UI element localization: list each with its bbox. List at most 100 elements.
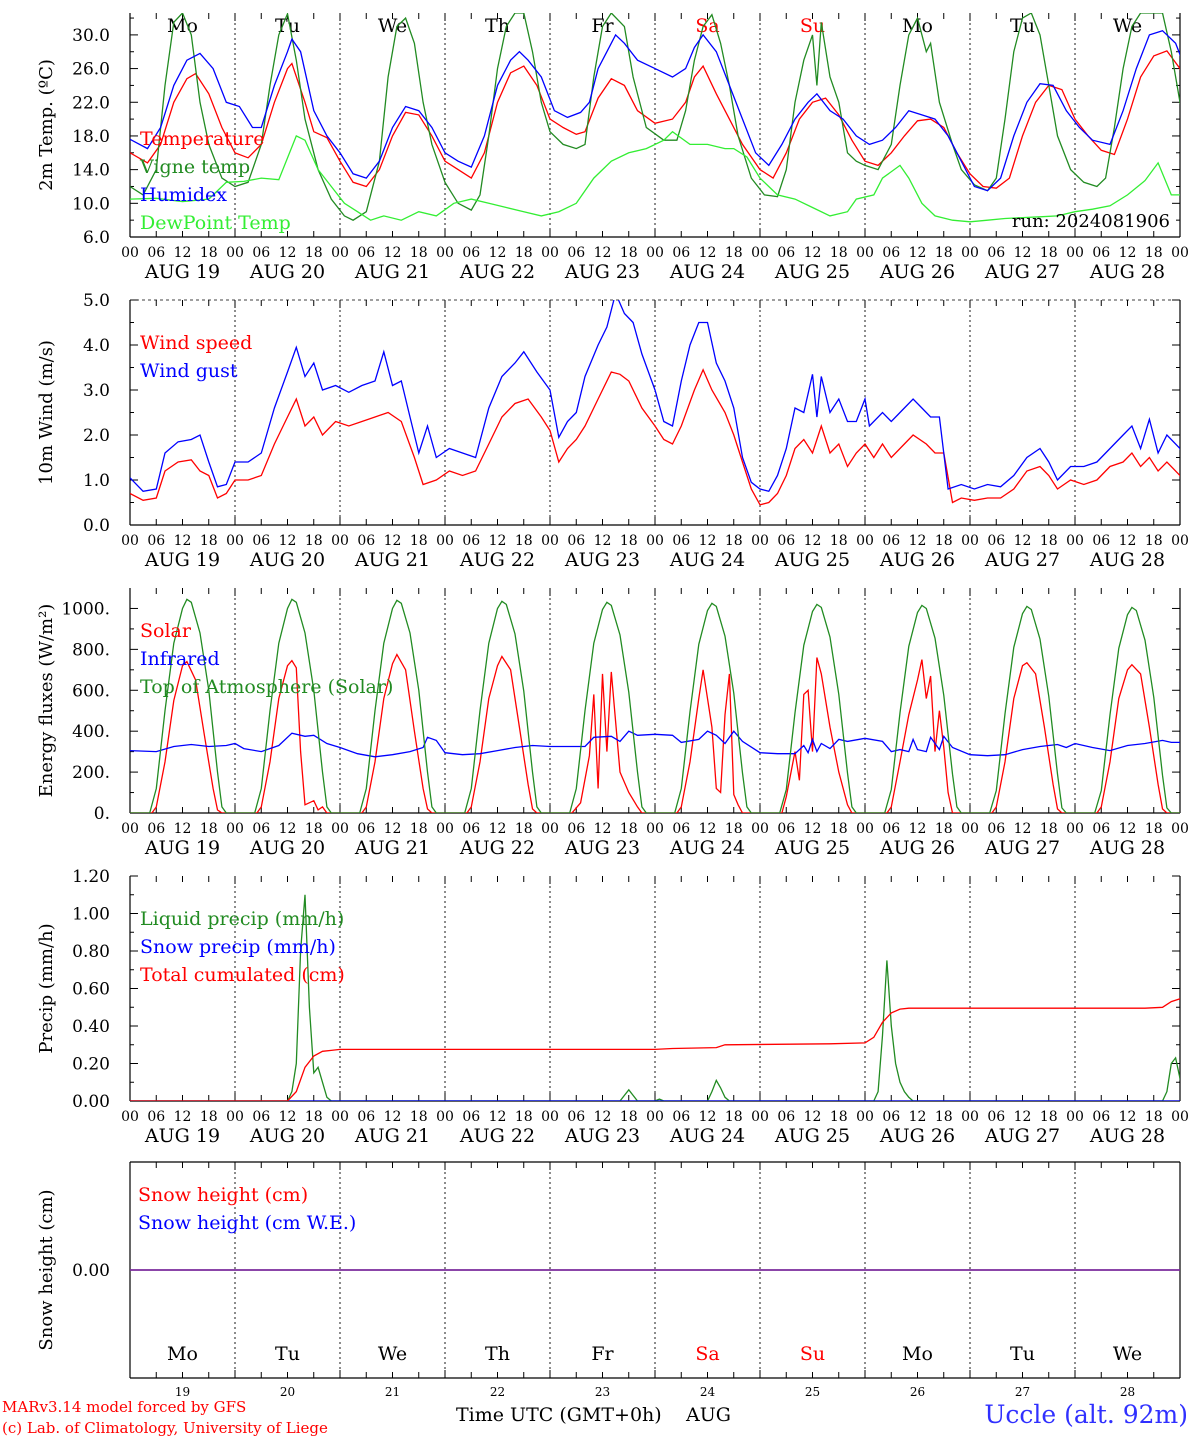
hour-label: 06 xyxy=(882,1109,900,1125)
day-number-label: 22 xyxy=(490,1385,505,1399)
y-tick-label: 1.20 xyxy=(72,867,110,887)
hour-label: 12 xyxy=(804,821,822,837)
weekday-label: Sa xyxy=(695,15,719,37)
hour-label: 06 xyxy=(672,533,690,549)
date-label: AUG 22 xyxy=(459,549,535,571)
hour-label: 06 xyxy=(987,1109,1005,1125)
y-tick-label: 0.20 xyxy=(72,1055,110,1075)
hour-label: 18 xyxy=(830,533,848,549)
hour-label: 06 xyxy=(357,821,375,837)
y-tick-label: 1.0 xyxy=(83,471,110,491)
date-label: AUG 21 xyxy=(354,1125,430,1147)
hour-label: 06 xyxy=(147,245,165,261)
panels-layer: 6.0 10.0 14.0 18.0 22.0 26.0 30.0 2m Temp. (ºC)… xyxy=(36,13,1189,1399)
hour-label: 18 xyxy=(830,821,848,837)
hour-label: 12 xyxy=(909,1109,927,1125)
y-tick-label: 0.80 xyxy=(72,942,110,962)
hour-label: 00 xyxy=(331,245,349,261)
series-line-infrared xyxy=(130,730,1180,758)
date-label: AUG 21 xyxy=(354,837,430,859)
hour-label: 06 xyxy=(147,1109,165,1125)
hour-label: 18 xyxy=(410,245,428,261)
hour-label: 12 xyxy=(804,533,822,549)
y-tick-label: 3.0 xyxy=(83,381,110,401)
hour-label: 00 xyxy=(961,245,979,261)
hour-label: 06 xyxy=(252,1109,270,1125)
hour-label: 00 xyxy=(646,533,664,549)
day-number-label: 28 xyxy=(1120,1385,1135,1399)
hour-label: 12 xyxy=(489,245,507,261)
date-label: AUG 27 xyxy=(984,1125,1060,1147)
day-number-label: 25 xyxy=(805,1385,820,1399)
hour-label: 06 xyxy=(462,821,480,837)
series-line-wind-gust xyxy=(130,300,1180,493)
hour-label: 06 xyxy=(357,1109,375,1125)
weekday-label: Su xyxy=(800,15,825,37)
weekday-label: Sa xyxy=(695,1343,719,1365)
hour-label: 18 xyxy=(935,533,953,549)
y-axis-label: 10m Wind (m/s) xyxy=(36,340,57,485)
hour-label: 12 xyxy=(909,533,927,549)
hour-label: 00 xyxy=(751,533,769,549)
hour-label: 12 xyxy=(1119,245,1137,261)
panel-3: 0. 200. 400. 600. 800. 1000.Energy fluxes (W/… xyxy=(36,588,1189,859)
hour-label: 12 xyxy=(279,245,297,261)
hour-label: 00 xyxy=(436,821,454,837)
y-tick-label: 22.0 xyxy=(72,93,110,113)
day-number-label: 21 xyxy=(385,1385,400,1399)
hour-label: 00 xyxy=(1171,1109,1189,1125)
y-tick-label: 0.40 xyxy=(72,1017,110,1037)
y-tick-label: 10.0 xyxy=(72,194,110,214)
panel-2: 0.0 1.0 2.0 3.0 4.0 5.0 10m Wind (m/s) 00 06 12 18… xyxy=(36,291,1189,571)
hour-label: 00 xyxy=(226,1109,244,1125)
weekday-label: Th xyxy=(485,15,510,37)
hour-label: 00 xyxy=(1171,533,1189,549)
hour-label: 12 xyxy=(174,821,192,837)
y-tick-label: 200. xyxy=(72,763,110,783)
hour-label: 18 xyxy=(830,245,848,261)
hour-label: 00 xyxy=(856,1109,874,1125)
date-label: AUG 28 xyxy=(1089,837,1165,859)
hour-label: 06 xyxy=(882,821,900,837)
hour-label: 12 xyxy=(699,245,717,261)
hour-label: 00 xyxy=(1066,533,1084,549)
weekday-label: We xyxy=(378,1343,407,1365)
hour-label: 06 xyxy=(672,821,690,837)
hour-label: 00 xyxy=(541,533,559,549)
panel-1: 6.0 10.0 14.0 18.0 22.0 26.0 30.0 2m Temp. (ºC)… xyxy=(36,13,1189,283)
hour-label: 06 xyxy=(462,1109,480,1125)
legend-entry: Wind speed xyxy=(140,332,252,354)
date-label: AUG 20 xyxy=(249,837,325,859)
legend-entry: Top of Atmosphere (Solar) xyxy=(140,676,393,698)
date-label: AUG 25 xyxy=(774,837,850,859)
date-label: AUG 23 xyxy=(564,261,640,283)
date-label: AUG 24 xyxy=(669,837,745,859)
date-label: AUG 25 xyxy=(774,1125,850,1147)
hour-label: 00 xyxy=(121,1109,139,1125)
weekday-label: Mo xyxy=(167,1343,198,1365)
x-axis-month: AUG xyxy=(686,1404,731,1426)
legend-entry: Snow height (cm) xyxy=(138,1184,308,1206)
hour-label: 12 xyxy=(279,533,297,549)
date-label: AUG 26 xyxy=(879,549,955,571)
station-name: Uccle (alt. 92m) xyxy=(984,1400,1188,1429)
panel-4: 0.00 0.20 0.40 0.60 0.80 1.00 1.20 Precip (mm/h… xyxy=(36,867,1189,1147)
date-label: AUG 27 xyxy=(984,261,1060,283)
hour-label: 00 xyxy=(331,533,349,549)
hour-label: 00 xyxy=(1066,821,1084,837)
y-tick-label: 14.0 xyxy=(72,161,110,181)
y-axis-label: 2m Temp. (ºC) xyxy=(36,59,57,191)
hour-label: 18 xyxy=(725,1109,743,1125)
legend-entry: Total cumulated (cm) xyxy=(140,964,345,986)
hour-label: 00 xyxy=(646,821,664,837)
hour-label: 12 xyxy=(489,821,507,837)
hour-label: 06 xyxy=(462,533,480,549)
hour-label: 18 xyxy=(1040,821,1058,837)
hour-label: 18 xyxy=(200,533,218,549)
series-line-top-of-atmosphere-solar- xyxy=(130,598,1180,813)
hour-label: 00 xyxy=(751,821,769,837)
hour-label: 18 xyxy=(1145,245,1163,261)
hour-label: 18 xyxy=(410,533,428,549)
weekday-label: Su xyxy=(800,1343,825,1365)
